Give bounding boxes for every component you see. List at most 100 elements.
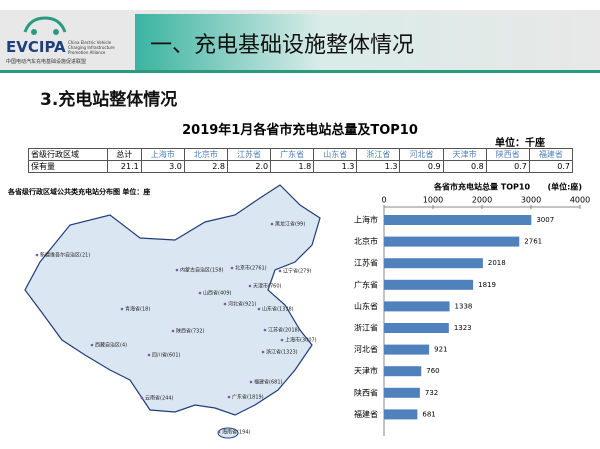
- bar: [384, 344, 430, 355]
- value-label: 2761: [524, 238, 542, 246]
- value-label: 921: [434, 346, 447, 354]
- table-cell: 2.0: [226, 160, 272, 173]
- value-label: 732: [425, 389, 438, 397]
- header-rule: [0, 70, 600, 73]
- map-dot: [140, 396, 144, 400]
- map-dot: [257, 307, 261, 311]
- y-tick-label: 天津市: [354, 366, 378, 376]
- bar: [384, 215, 532, 225]
- table-cell: 1.3: [356, 160, 401, 173]
- map-label: 福建省(681): [254, 379, 282, 386]
- x-tick-label: 4000: [570, 196, 590, 205]
- value-label: 760: [426, 367, 439, 375]
- map-title: 各省级行政区域公共类充电站分布图 单位：座: [7, 187, 150, 196]
- bar: [384, 301, 450, 312]
- map-label: 浙江省(1323): [266, 349, 298, 356]
- map-dot: [280, 338, 284, 342]
- value-label: 1323: [454, 324, 472, 332]
- map-dot: [90, 343, 94, 347]
- map-label: 西藏自治区(4): [95, 342, 127, 349]
- slide-title: 一、充电基础设施整体情况: [150, 33, 415, 58]
- map-dot: [227, 395, 231, 399]
- map-dot: [278, 269, 282, 273]
- table-cell: 福建省: [528, 148, 574, 161]
- logo-text: EVCIPA: [6, 38, 66, 56]
- map-dot: [270, 222, 274, 226]
- map-dot: [198, 291, 202, 295]
- map-dot: [261, 350, 265, 354]
- map-dot: [175, 268, 179, 272]
- map-label: 四川省(601): [152, 352, 180, 359]
- x-tick-label: 2000: [472, 196, 492, 205]
- bar: [384, 366, 422, 377]
- title-band: [135, 14, 600, 70]
- data-table: 省级行政区域 总计 上海市 北京市 江苏省 广东省 山东省 浙江省 河北省 天津市 陕西省 福建省 保有…: [28, 148, 574, 173]
- y-tick-label: 山东省: [354, 301, 378, 311]
- map-label: 内蒙古自治区(158): [180, 267, 223, 274]
- y-tick-label: 广东省: [354, 279, 378, 289]
- table-cell: 3.0: [140, 160, 185, 173]
- y-tick-label: 北京市: [354, 236, 378, 246]
- x-tick-label: 1000: [423, 196, 443, 205]
- map-island: [217, 427, 239, 439]
- x-tick-label: 3000: [521, 196, 541, 205]
- map-label: 北京市(2761): [235, 265, 267, 272]
- map-label: 山西省(409): [203, 290, 231, 297]
- logo-en: China Electric Vehicle Charging Infrastr…: [68, 40, 115, 55]
- y-tick-label: 上海市: [354, 215, 378, 225]
- value-label: 1819: [478, 281, 496, 289]
- bar: [384, 236, 520, 247]
- chart-unit: (单位:座): [547, 182, 582, 192]
- map-dot: [263, 328, 267, 332]
- map-label: 陕西省(732): [176, 328, 204, 335]
- y-tick-label: 河北省: [354, 344, 378, 354]
- table-cell: 0.8: [442, 160, 487, 173]
- map-label: 海南省(194): [222, 429, 250, 436]
- map-dot: [217, 430, 221, 434]
- value-label: 2018: [488, 259, 506, 267]
- map-label: 青海省(18): [125, 306, 150, 313]
- table-cell: 2.8: [183, 160, 228, 173]
- x-tick-label: 0: [381, 196, 386, 205]
- table-cell: 0.7: [485, 160, 530, 173]
- map-dot: [120, 307, 124, 311]
- bar: [384, 323, 449, 333]
- bar: [384, 279, 474, 290]
- table-unit: 单位：千座: [495, 138, 545, 149]
- table-cell: 0.9: [399, 160, 444, 173]
- table-cell: 1.8: [270, 160, 315, 173]
- table-row: 保有量 21.1 3.0 2.8 2.0 1.8 1.3 1.3 0.9 0.8 0.7 0.7: [28, 160, 574, 173]
- y-tick-label: 浙江省: [354, 323, 378, 333]
- table-cell: 0.7: [528, 160, 574, 173]
- map-label: 河北省(921): [228, 301, 256, 308]
- logo-icon: [23, 16, 67, 35]
- y-tick-label: 江苏省: [354, 258, 378, 268]
- map-dot: [223, 302, 227, 306]
- subtitle: 3.充电站整体情况: [40, 90, 178, 110]
- map-label: 黑龙江省(99): [275, 221, 305, 228]
- map-label: 江苏省(2018): [268, 327, 300, 334]
- map-label: 天津市(760): [253, 283, 281, 290]
- value-label: 3007: [536, 216, 554, 224]
- map-dot: [35, 253, 39, 257]
- chart-title: 各省市充电站总量 TOP10: [433, 182, 530, 192]
- logo-cn: 中国电动汽车充电基础设施促进联盟: [6, 59, 87, 65]
- map-label: 上海市(3007): [285, 337, 317, 344]
- map-dot: [147, 353, 151, 357]
- table-cell: 1.3: [313, 160, 358, 173]
- y-tick-label: 福建省: [354, 409, 378, 419]
- map-label: 广东省(1819): [232, 394, 264, 401]
- map-dot: [171, 329, 175, 333]
- map-dot: [249, 380, 253, 384]
- table-title: 2019年1月各省市充电站总量及TOP10: [182, 123, 418, 138]
- map-label: 辽宁省(279): [283, 268, 311, 275]
- map-label: 云南省(244): [145, 395, 173, 402]
- map-dot: [248, 284, 252, 288]
- y-tick-label: 陕西省: [354, 387, 378, 397]
- map-label: 山东省(1338): [262, 306, 294, 313]
- bar: [384, 387, 420, 398]
- map-label: 新疆维吾尔自治区(21): [40, 252, 90, 259]
- value-label: 681: [422, 410, 435, 418]
